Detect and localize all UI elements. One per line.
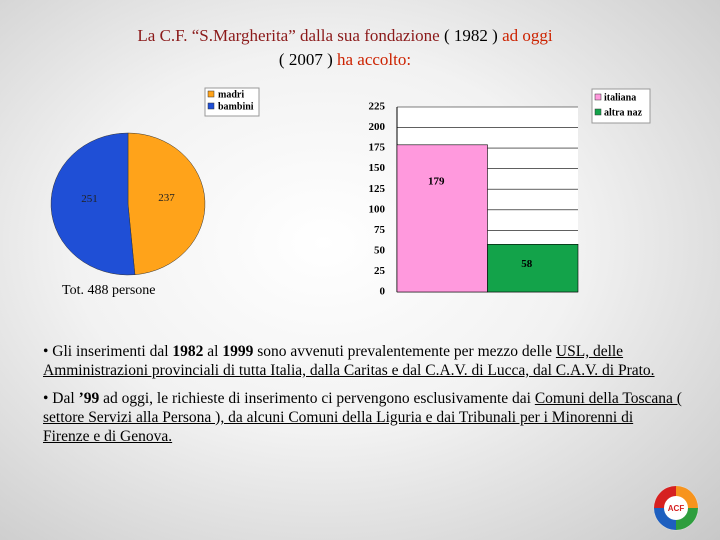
bullet: • Gli inserimenti dal 1982 al 1999 sono … bbox=[43, 342, 683, 380]
pie-slice bbox=[50, 132, 136, 276]
legend-label: italiana bbox=[604, 92, 636, 103]
legend-box bbox=[204, 87, 260, 117]
title-segment: ( 1982 ) bbox=[443, 26, 498, 45]
legend-label: altra naz bbox=[604, 107, 643, 118]
bullet-text: al bbox=[203, 343, 223, 360]
legend-label: madri bbox=[218, 89, 244, 100]
legend-box bbox=[591, 88, 651, 124]
pie-note: Tot. 488 persone bbox=[62, 283, 156, 298]
legend-label: bambini bbox=[218, 101, 254, 112]
y-tick-label: 75 bbox=[374, 224, 386, 236]
legend-swatch bbox=[207, 102, 215, 110]
pie-slice bbox=[127, 132, 206, 275]
y-tick-label: 225 bbox=[369, 101, 386, 113]
legend-swatch bbox=[594, 93, 602, 101]
bar-label: 179 bbox=[428, 175, 445, 187]
y-tick-label: 200 bbox=[369, 121, 386, 133]
bullet-text: USL, delle Amministrazioni provinciali d… bbox=[43, 343, 655, 379]
bar bbox=[396, 144, 488, 293]
bullet-text: ’99 bbox=[78, 390, 100, 407]
title-segment: ha accolto: bbox=[336, 50, 412, 69]
bar-label: 58 bbox=[521, 258, 533, 270]
slide-title: La C.F. “S.Margherita” dalla sua fondazi… bbox=[60, 24, 630, 72]
y-tick-label: 25 bbox=[374, 265, 386, 277]
y-tick-label: 150 bbox=[369, 162, 386, 174]
title-segment: La C.F. “S.Margherita” dalla sua fondazi… bbox=[137, 26, 440, 45]
bullet-text: • Dal bbox=[43, 390, 79, 407]
pie-label: 251 bbox=[81, 193, 98, 205]
y-tick-label: 0 bbox=[380, 286, 386, 298]
bullet-text: Comuni della Toscana ( settore Servizi a… bbox=[43, 390, 682, 445]
pie-label: 237 bbox=[158, 192, 175, 204]
logo-text: ACF bbox=[668, 504, 685, 513]
bullet-text: ad oggi, le richieste di inserimento ci … bbox=[99, 390, 535, 407]
bullet-text: • Gli inserimenti dal bbox=[43, 343, 173, 360]
bullet: • Dal ’99 ad oggi, le richieste di inser… bbox=[43, 389, 683, 446]
legend-swatch bbox=[594, 108, 602, 116]
legend-swatch bbox=[207, 90, 215, 98]
y-tick-label: 50 bbox=[374, 244, 386, 256]
y-tick-label: 125 bbox=[369, 183, 386, 195]
bar bbox=[487, 244, 579, 293]
bullets: • Gli inserimenti dal 1982 al 1999 sono … bbox=[43, 342, 683, 455]
y-tick-label: 100 bbox=[369, 203, 386, 215]
y-tick-label: 175 bbox=[369, 142, 386, 154]
bullet-text: 1999 bbox=[222, 343, 254, 360]
title-segment: ( 2007 ) bbox=[278, 50, 333, 69]
title-segment: ad oggi bbox=[502, 26, 553, 45]
bullet-text: sono avvenuti prevalentemente per mezzo … bbox=[253, 343, 556, 360]
bullet-text: 1982 bbox=[172, 343, 204, 360]
logo: ACF bbox=[653, 485, 699, 531]
